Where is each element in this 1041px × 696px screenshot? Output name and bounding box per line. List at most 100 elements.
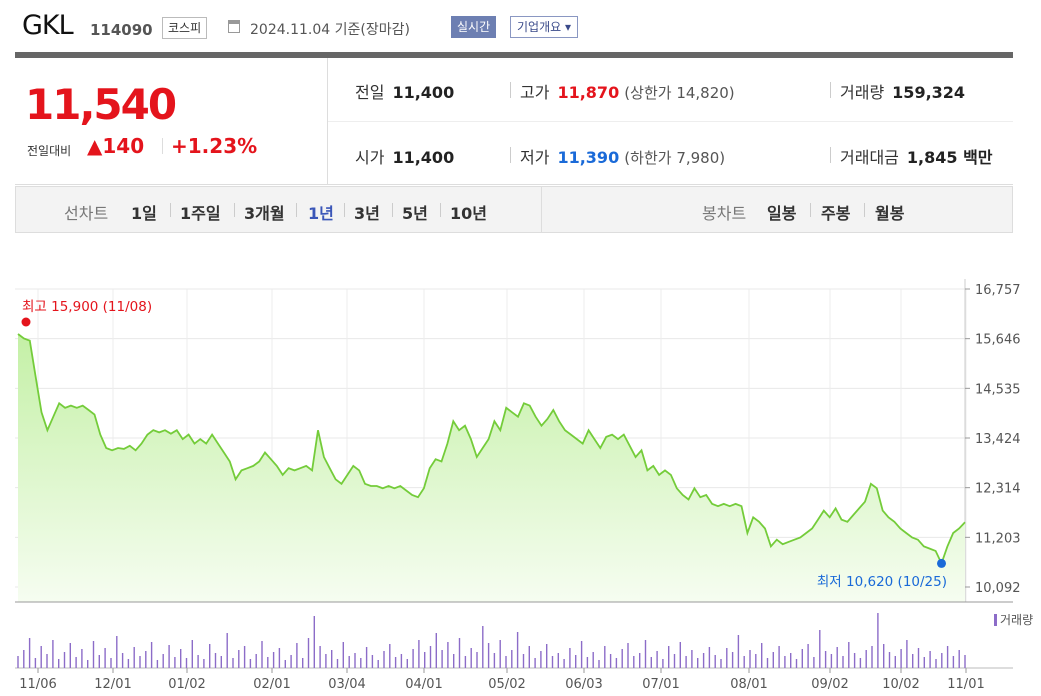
volume-bar [941, 653, 943, 668]
quote-divider [327, 58, 328, 184]
tab-3m[interactable]: 3개월 [244, 204, 285, 223]
volume-bar [633, 656, 635, 668]
tab-separator [392, 203, 393, 217]
volume-bar [894, 656, 896, 668]
tab-monthly[interactable]: 월봉 [875, 204, 905, 223]
volume-bar [441, 650, 443, 668]
line-chart-label: 선차트 [64, 204, 109, 223]
volume-bar [766, 658, 769, 668]
volume-bar [255, 654, 257, 668]
tab-5y[interactable]: 5년 [402, 204, 428, 223]
tab-separator [864, 203, 865, 217]
change-label: 전일대비 [27, 144, 72, 158]
x-tick-label: 04/01 [405, 677, 442, 692]
volume-bar [877, 613, 879, 668]
volume-bar [272, 652, 275, 668]
tab-weekly[interactable]: 주봉 [821, 204, 851, 223]
volume-bar [453, 654, 455, 668]
volume-bar [604, 646, 606, 668]
volume-bar [249, 659, 252, 668]
x-axis: 11/06 12/01 01/02 02/01 03/04 04/01 05/02 06/03… [19, 668, 985, 692]
tab-10y[interactable]: 10년 [450, 204, 487, 223]
quote-panel: 11,540 전일대비 ▲140 +1.23% 전일 11,400 고가 11,87… [15, 58, 1013, 185]
volume-bar [790, 653, 792, 668]
stock-header: GKL 114090 코스피 2024.11.04 기준(장마감) 실시간 기업… [0, 0, 1041, 52]
volume-bar [394, 657, 397, 668]
volume-bar [580, 641, 583, 668]
y-tick-label: 15,646 [975, 333, 1021, 348]
volume-bar [58, 659, 60, 668]
price-area [18, 334, 965, 602]
volume-bar [348, 656, 350, 668]
volume-bar [842, 656, 844, 668]
volume-bar [470, 648, 472, 668]
volume-bar [482, 626, 484, 668]
volume-bar [522, 654, 525, 668]
volume-bar [935, 659, 937, 668]
calendar-icon [228, 20, 240, 33]
tab-1d[interactable]: 1일 [131, 204, 157, 223]
tab-separator [296, 203, 297, 217]
volume-bar [685, 656, 687, 668]
volume-bar [912, 654, 914, 668]
tab-1y[interactable]: 1년 [308, 204, 334, 223]
volume-bar [40, 646, 42, 668]
volume-bar [493, 653, 496, 668]
volume-bar [145, 651, 147, 668]
chart-tabs: 선차트 1일 1주일 3개월 1년 3년 5년 10년 봉차트 일봉 주봉 월봉 [15, 186, 1013, 233]
volume-bar [110, 658, 112, 668]
volume-bar [772, 652, 774, 668]
volume-bar [209, 644, 211, 668]
volume-bar [214, 653, 217, 668]
tabs-divider [541, 187, 542, 232]
tab-daily[interactable]: 일봉 [767, 204, 797, 223]
tab-1w[interactable]: 1주일 [180, 204, 221, 223]
amount-label: 거래대금 [840, 148, 899, 167]
volume-bar [819, 630, 821, 668]
volume-bar [87, 660, 89, 668]
volume-bar [697, 658, 699, 668]
volume-bar [52, 640, 54, 668]
stock-name: GKL [22, 10, 74, 41]
lower-limit: (하한가 7,980) [624, 149, 726, 167]
volume-bar [69, 643, 71, 668]
volume-bar [267, 657, 269, 668]
volume-bar [720, 659, 722, 668]
high-marker [21, 317, 31, 327]
company-overview-dropdown[interactable]: 기업개요 ▾ [510, 16, 578, 38]
volume-bar [586, 657, 589, 668]
open-price: 시가 11,400 [355, 144, 454, 168]
volume-bar [400, 654, 403, 668]
change-value: ▲140 [87, 134, 145, 158]
y-tick-label: 14,535 [975, 382, 1021, 397]
upper-limit: (상한가 14,820) [624, 84, 735, 102]
price-line [17, 333, 966, 566]
volume-bar [389, 644, 391, 668]
volume-bar [726, 648, 728, 668]
volume-bar [371, 655, 374, 668]
current-price: 11,540 [25, 80, 177, 129]
y-tick-label: 16,757 [975, 283, 1021, 298]
volume-bar [859, 658, 862, 668]
high-annotation: 최고 15,900 (11/08) [22, 299, 152, 315]
volume-bar [336, 659, 339, 668]
prev-close-value: 11,400 [392, 83, 455, 102]
volume-bar [220, 656, 222, 668]
volume-bar [929, 651, 931, 668]
volume-bar [28, 638, 31, 668]
volume-bar [516, 632, 519, 668]
realtime-button[interactable]: 실시간 [451, 16, 497, 38]
volume-bar [418, 640, 420, 668]
amount-value: 1,845 백만 [906, 148, 993, 167]
volume-bar [412, 649, 414, 668]
tab-3y[interactable]: 3년 [354, 204, 380, 223]
volume-bar [127, 659, 130, 668]
candle-chart-label: 봉차트 [702, 204, 747, 223]
volume-bar [906, 640, 908, 668]
x-tick-label: 10/02 [882, 677, 919, 692]
volume-legend-label: 거래량 [1000, 613, 1033, 627]
volume-bar [23, 650, 25, 668]
volume-bar [598, 660, 600, 668]
volume-bar [226, 633, 228, 668]
volume-bar [162, 654, 164, 668]
